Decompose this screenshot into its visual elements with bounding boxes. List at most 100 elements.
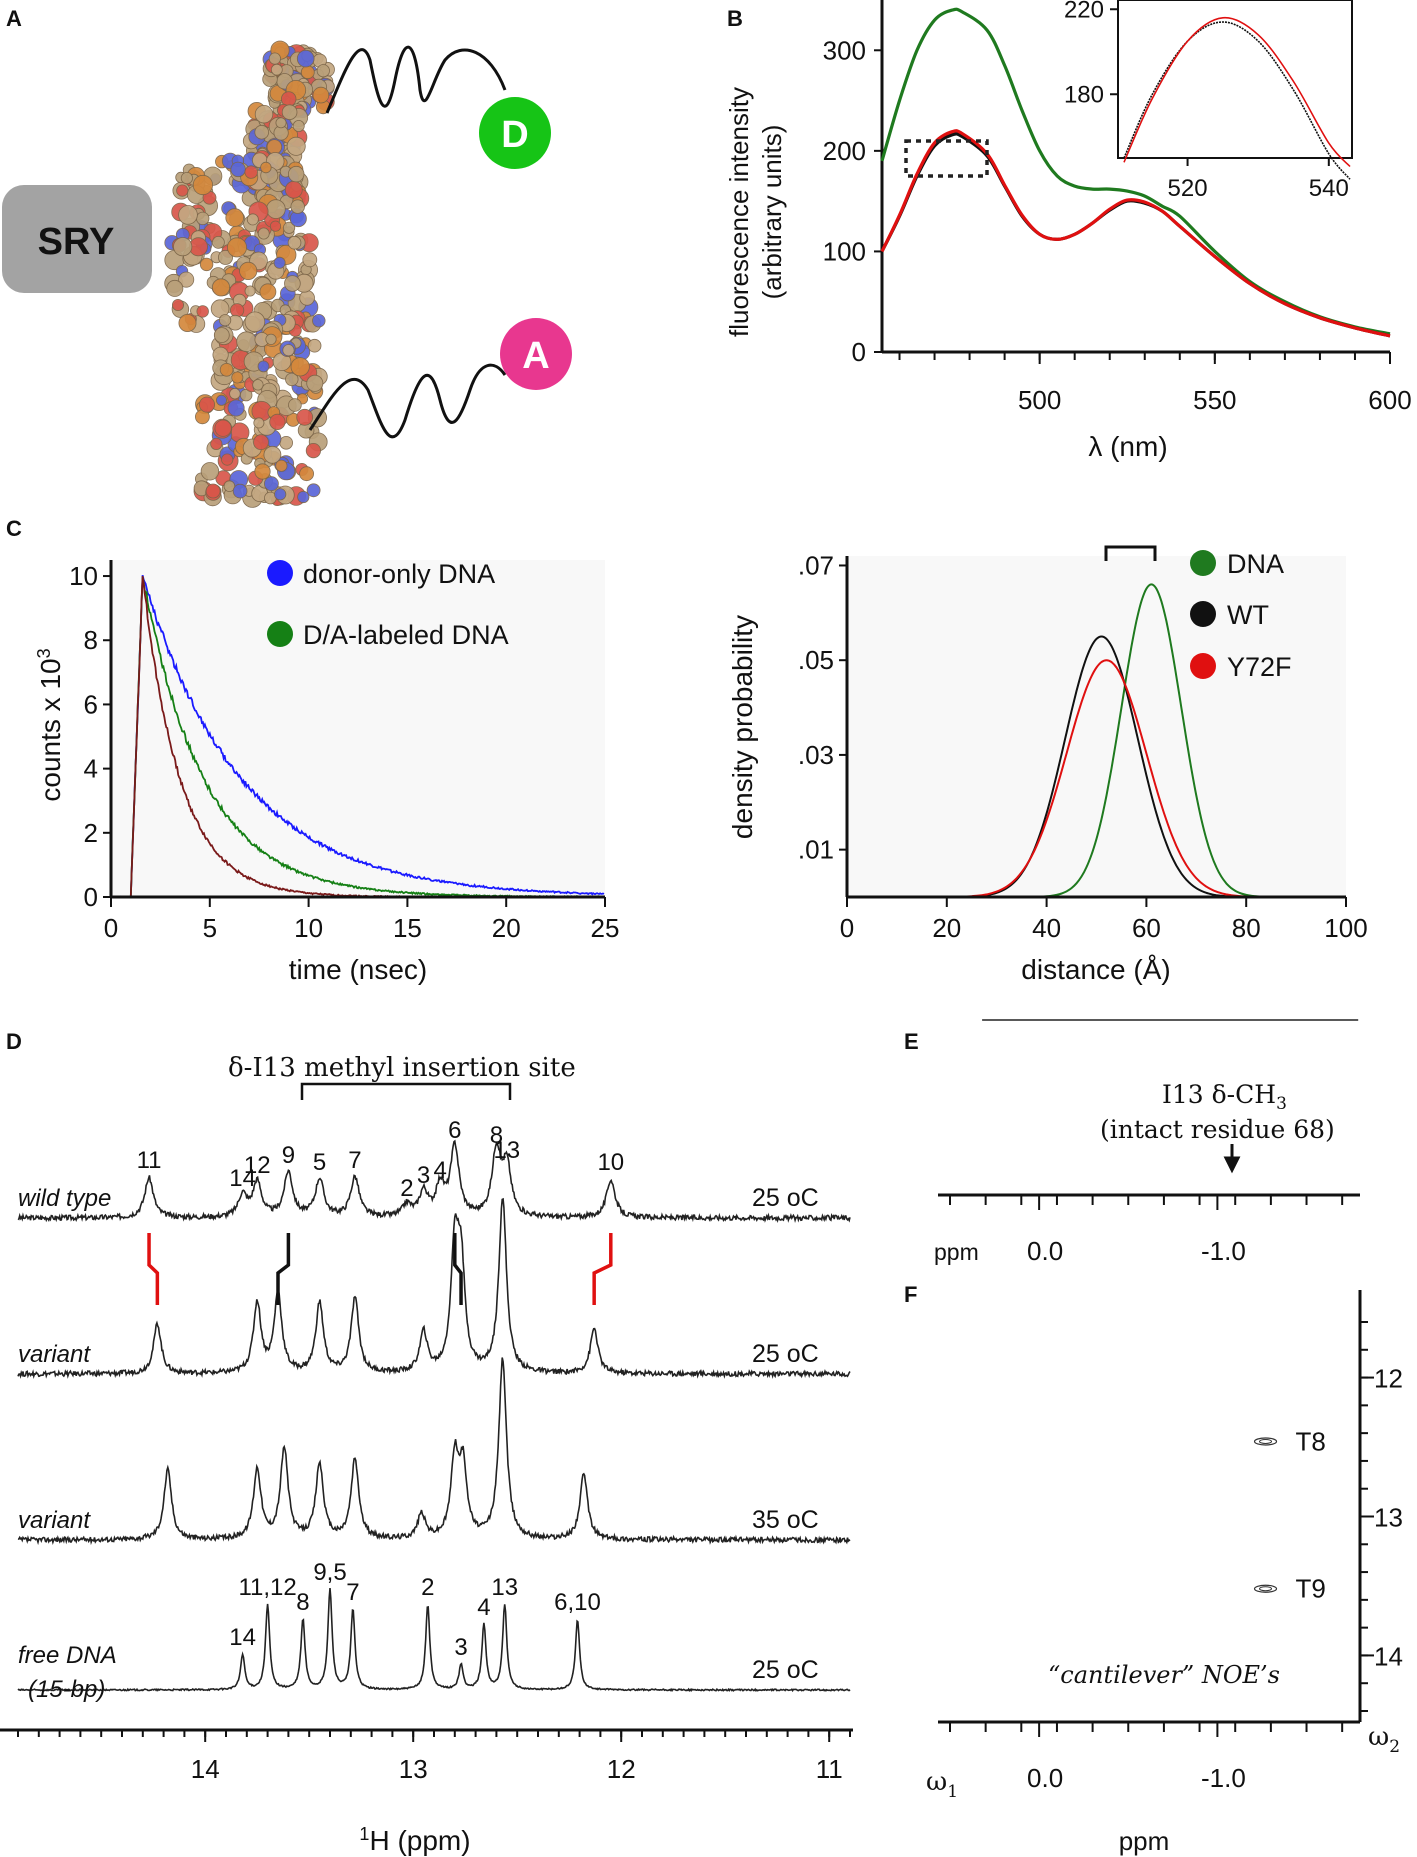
- dna-atom: [171, 298, 184, 311]
- d-spectrum-name: variant: [18, 1507, 91, 1534]
- dna-atom: [178, 271, 195, 288]
- c2-xtick-label: 100: [1324, 913, 1367, 943]
- c2-xtick-label: 60: [1132, 913, 1161, 943]
- legend-y72f: Y72F: [1227, 652, 1292, 682]
- dna-atom: [266, 199, 286, 219]
- d-peak-label: 13: [491, 1574, 518, 1601]
- c2-xlabel: distance (Å): [1021, 954, 1170, 985]
- dna-atom: [288, 398, 302, 412]
- dna-atom: [227, 399, 245, 417]
- d-peak-shift-connector: [592, 1233, 613, 1305]
- panel-e: E 0.0 -1.0 ppm I13 δ-CH3 (intact residue …: [904, 1019, 1360, 1266]
- dna-atom: [312, 314, 326, 328]
- f-crosspeak-inner: [1259, 1586, 1273, 1592]
- dna-atom: [312, 86, 330, 104]
- d-temperature: 25 oC: [752, 1656, 819, 1684]
- panel-label-f: F: [904, 1282, 917, 1307]
- dna-atom: [254, 104, 274, 124]
- e-arrow: [1223, 1144, 1241, 1174]
- dna-atom: [173, 237, 193, 257]
- dna-atom: [273, 256, 286, 269]
- b-xtick-label: 600: [1368, 385, 1411, 415]
- c2-ytick-label: .07: [798, 550, 834, 580]
- dna-atom: [217, 249, 233, 265]
- dna-atom: [286, 136, 306, 156]
- dna-atom: [257, 227, 270, 240]
- c1-series-donor-only-dna: [110, 574, 605, 898]
- acceptor-circle: [500, 318, 572, 390]
- panel-label-e: E: [904, 1029, 919, 1054]
- b-ylabel-line1: fluorescence intensity: [724, 87, 754, 337]
- d-insertion-bracket: [300, 1082, 512, 1100]
- c2-ylabel: density probability: [727, 615, 758, 839]
- c1-xlabel: time (nsec): [289, 954, 427, 985]
- c1-xtick-label: 5: [203, 913, 217, 943]
- dna-atom: [253, 417, 265, 429]
- dna-atom: [259, 283, 277, 301]
- c1-ytick-label: 4: [84, 754, 98, 784]
- d-peak-label: 3: [417, 1162, 430, 1189]
- b-inset-ytick-label: 220: [1064, 0, 1104, 23]
- legend-marker-donor-only: [267, 560, 293, 586]
- c1-ytick-label: 6: [84, 689, 98, 719]
- d-peak-label: 8: [490, 1122, 503, 1149]
- d-peak-label: 14: [229, 1624, 256, 1651]
- donor-linker: [325, 45, 507, 114]
- d-spectrum-name: free DNA: [18, 1642, 117, 1669]
- d-peak-shift-connector: [147, 1233, 160, 1305]
- d-peak-label: 4: [434, 1157, 447, 1184]
- dna-atom: [231, 371, 244, 384]
- dna-atom: [211, 235, 225, 249]
- panel-b: B 500 550 600 0 100 200 300 λ (nm) fluorescenc…: [724, 0, 1412, 462]
- dna-atom: [200, 462, 220, 481]
- d-temperature: 35 oC: [752, 1506, 819, 1534]
- d-spectrum: [17, 1357, 851, 1546]
- f-crosspeak-label: T8: [1296, 1426, 1326, 1456]
- d-peak-label: 9: [282, 1142, 295, 1169]
- d-xtick-label: 11: [816, 1754, 843, 1784]
- dna-atom: [302, 252, 318, 268]
- dna-atom: [269, 413, 286, 430]
- f-crosspeak-inner: [1259, 1438, 1273, 1444]
- dna-atom: [275, 117, 287, 129]
- dna-atom: [305, 442, 321, 459]
- d-temperature: 25 oC: [752, 1340, 819, 1368]
- d-peak-label: 6: [448, 1117, 461, 1144]
- d-peak-label: 11: [137, 1147, 162, 1174]
- sry-label: SRY: [38, 221, 115, 263]
- dna-atom: [180, 172, 193, 185]
- dna-atom: [166, 279, 184, 297]
- d-peak-label: 6,10: [554, 1589, 601, 1616]
- dna-atom: [252, 379, 264, 391]
- f-ytick-label: 13: [1374, 1503, 1403, 1533]
- legend-marker-y72f: [1190, 653, 1216, 679]
- chart-b: 500 550 600 0 100 200 300: [823, 0, 1412, 415]
- e-xtick-label: 0.0: [1027, 1236, 1063, 1266]
- legend-donor-only: donor-only DNA: [303, 559, 495, 589]
- c2-ytick-label: .05: [798, 645, 834, 675]
- dna-atom: [299, 466, 315, 482]
- c2-bracket: [1104, 545, 1157, 561]
- b-inset-frame: [1117, 0, 1353, 159]
- c1-ytick-label: 0: [84, 882, 98, 912]
- dna-atom: [253, 434, 269, 451]
- f-crosspeak: [1253, 1437, 1278, 1446]
- panel-d: D δ-I13 methyl insertion site wild type 2…: [0, 1029, 853, 1856]
- dna-atom: [266, 139, 283, 155]
- dna-atom: [290, 199, 305, 214]
- dna-atom: [230, 161, 246, 178]
- d-spectrum-name: wild type: [18, 1185, 111, 1212]
- b-ytick-label: 200: [823, 136, 866, 166]
- b-xtick-label: 550: [1193, 385, 1236, 415]
- d-peak-shift-connector: [276, 1233, 291, 1305]
- d-peak-label: 10: [597, 1149, 624, 1176]
- dna-atom: [178, 205, 198, 225]
- e-xlabel: ppm: [934, 1239, 979, 1265]
- dna-atom: [199, 257, 214, 272]
- c2-xtick-label: 0: [840, 913, 854, 943]
- legend-marker-dna: [1190, 550, 1216, 576]
- dna-atom: [232, 483, 248, 499]
- dna-atom: [265, 333, 277, 345]
- b-ytick-label: 100: [823, 236, 866, 266]
